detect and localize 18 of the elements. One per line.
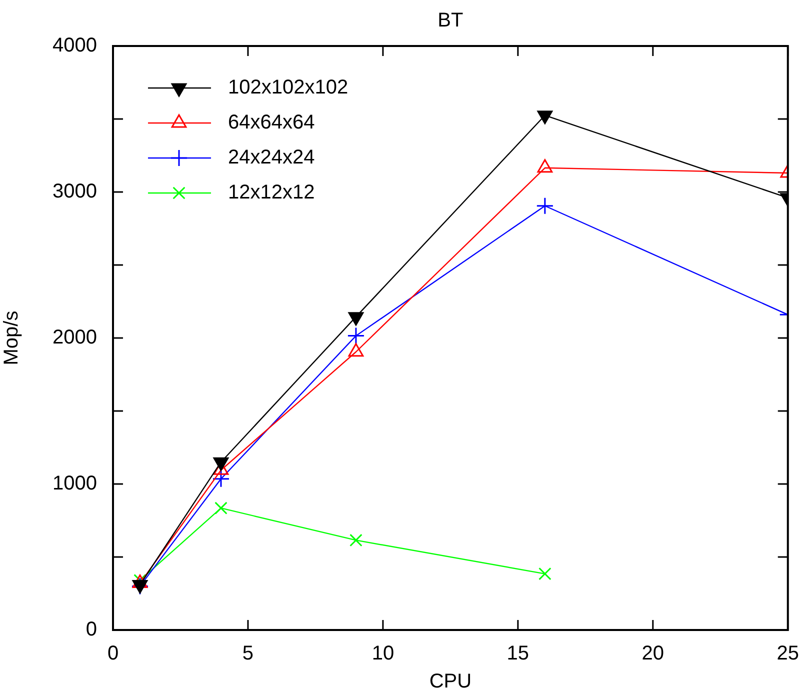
y-tick-label: 3000	[52, 180, 97, 203]
x-tick-label: 25	[776, 642, 799, 665]
x-tick-label: 20	[642, 642, 664, 665]
x-tick-label: 10	[372, 642, 394, 665]
chart-title: BT	[438, 10, 464, 32]
legend-label: 12x12x12	[228, 182, 315, 204]
x-tick-label: 0	[107, 642, 119, 665]
legend-label: 102x102x102	[228, 76, 348, 99]
x-axis-title: CPU	[429, 670, 472, 693]
legend-label: 24x24x24	[228, 146, 315, 169]
y-tick-label: 1000	[52, 472, 97, 495]
y-tick-label: 0	[86, 618, 97, 641]
x-tick-label: 15	[506, 642, 530, 665]
y-axis-title: Mop/s	[0, 310, 23, 366]
legend-label: 64x64x64	[228, 112, 315, 134]
y-tick-label: 4000	[52, 34, 97, 57]
y-tick-label: 2000	[52, 326, 97, 349]
x-tick-label: 5	[242, 642, 254, 665]
